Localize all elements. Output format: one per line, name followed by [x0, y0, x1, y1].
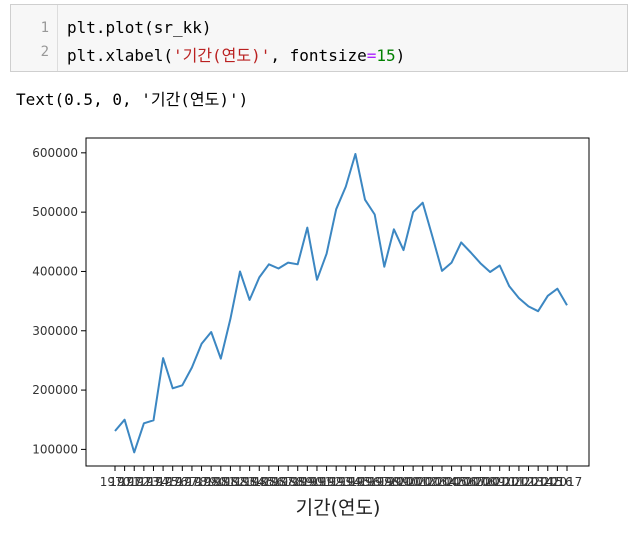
x-tick-label: 2008 — [465, 475, 496, 489]
axes-frame — [85, 137, 590, 467]
code-cell[interactable]: 1 2 plt.plot(sr_kk) plt.xlabel('기간(연도)',… — [10, 4, 628, 72]
x-tick-label: 1998 — [369, 475, 400, 489]
x-tick-label: 1992 — [311, 475, 342, 489]
line-number: 2 — [40, 44, 49, 60]
x-tick-label: 2002 — [407, 475, 438, 489]
x-tick-label: 1990 — [292, 475, 323, 489]
x-tick-label: 2017 — [552, 475, 583, 489]
x-tick-label: 1981 — [206, 475, 237, 489]
x-tick-label: 2004 — [427, 475, 458, 489]
y-tick-label: 500000 — [32, 205, 78, 219]
series-line — [114, 153, 568, 454]
x-tick-label: 2015 — [532, 475, 563, 489]
x-tick-label: 1993 — [321, 475, 352, 489]
code-line-1[interactable]: plt.plot(sr_kk) — [67, 18, 212, 37]
x-tick-label: 2011 — [494, 475, 525, 489]
x-tick-label: 2016 — [542, 475, 573, 489]
code-line-2[interactable]: plt.xlabel('기간(연도)', fontsize=15) — [67, 46, 406, 65]
x-tick-label: 2012 — [504, 475, 535, 489]
x-tick-label: 1982 — [215, 475, 246, 489]
x-tick-label: 1977 — [167, 475, 198, 489]
y-tick-label: 400000 — [32, 264, 78, 278]
x-tick-label: 1971 — [109, 475, 140, 489]
x-tick-label: 1972 — [119, 475, 150, 489]
x-tick-label: 2005 — [436, 475, 467, 489]
x-tick-label: 2014 — [523, 475, 554, 489]
cell-output-text: Text(0.5, 0, '기간(연도)') — [16, 90, 249, 109]
x-tick-label: 1970 — [100, 475, 131, 489]
x-tick-label: 1995 — [340, 475, 371, 489]
y-tick-label: 600000 — [32, 146, 78, 160]
x-tick-label: 1973 — [129, 475, 160, 489]
x-tick-label: 1991 — [302, 475, 333, 489]
x-tick-label: 1975 — [148, 475, 179, 489]
x-tick-label: 2009 — [475, 475, 506, 489]
x-tick-label: 1979 — [186, 475, 217, 489]
x-tick-label: 1997 — [359, 475, 390, 489]
x-tick-label: 1984 — [234, 475, 265, 489]
y-tick-label: 300000 — [32, 324, 78, 338]
x-tick-label: 1987 — [263, 475, 294, 489]
x-tick-label: 2006 — [446, 475, 477, 489]
x-tick-label: 2003 — [417, 475, 448, 489]
x-tick-label: 2010 — [484, 475, 515, 489]
x-tick-label: 1986 — [254, 475, 285, 489]
x-tick-label: 2007 — [456, 475, 487, 489]
x-axis: 1970197119721973197419751976197719781979… — [100, 466, 583, 489]
x-tick-label: 2013 — [513, 475, 544, 489]
x-tick-label: 1983 — [225, 475, 256, 489]
line-number-gutter: 1 2 — [11, 5, 58, 71]
x-tick-label: 1974 — [138, 475, 169, 489]
x-tick-label: 1985 — [244, 475, 275, 489]
x-tick-label: 1996 — [350, 475, 381, 489]
x-tick-label: 1978 — [177, 475, 208, 489]
line-number: 1 — [40, 20, 49, 36]
y-tick-label: 100000 — [32, 442, 78, 456]
code-editor[interactable]: plt.plot(sr_kk) plt.xlabel('기간(연도)', fon… — [67, 5, 627, 71]
line-chart: 100000 200000 300000 400000 500000 600000 197… — [32, 137, 590, 519]
y-axis: 100000 200000 300000 400000 500000 600000 — [32, 146, 86, 456]
x-tick-label: 1988 — [273, 475, 304, 489]
x-tick-label: 1976 — [157, 475, 188, 489]
x-tick-label: 2001 — [398, 475, 429, 489]
x-tick-label: 1980 — [196, 475, 227, 489]
y-tick-label: 200000 — [32, 383, 78, 397]
x-tick-label: 2000 — [388, 475, 419, 489]
x-axis-label: 기간(연도) — [296, 497, 381, 519]
x-tick-label: 1999 — [379, 475, 410, 489]
x-tick-label: 1994 — [331, 475, 362, 489]
x-tick-label: 1989 — [282, 475, 313, 489]
